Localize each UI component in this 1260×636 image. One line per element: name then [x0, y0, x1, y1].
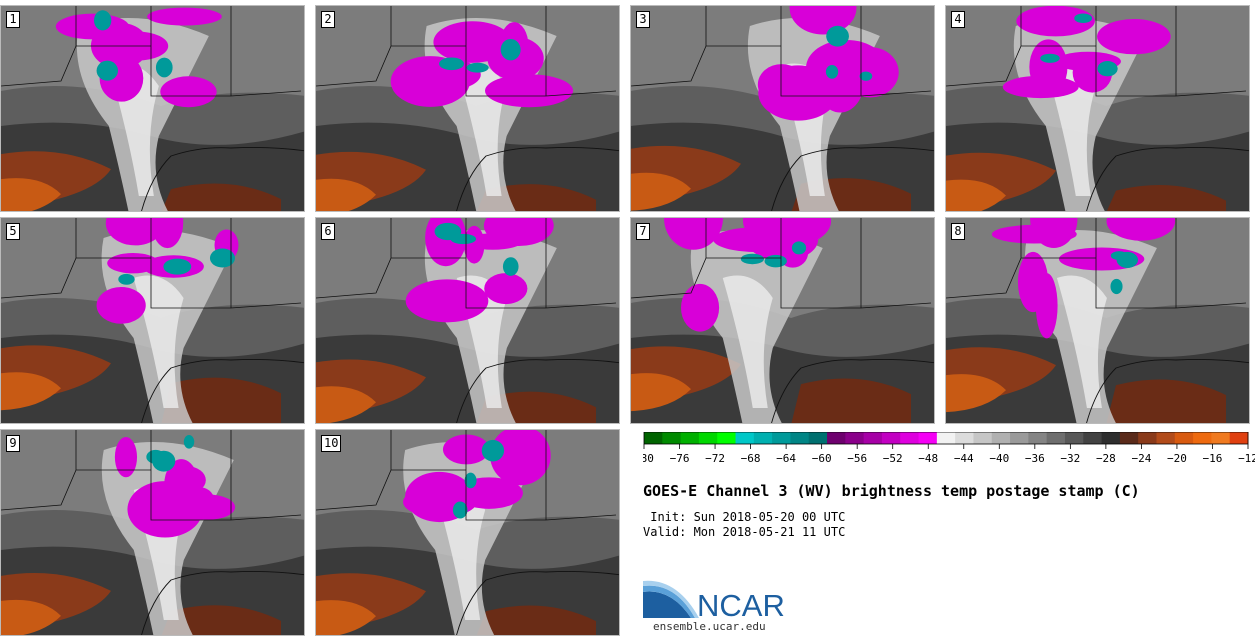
wv-imagery	[1, 218, 304, 423]
colorbar-segment	[955, 432, 974, 444]
colorbar-segment	[827, 432, 846, 444]
panel-number: 8	[951, 223, 965, 240]
colorbar-tick-label: −28	[1096, 452, 1116, 465]
colorbar-segment	[900, 432, 920, 444]
colorbar-tick-label: −64	[776, 452, 796, 465]
colorbar-segment	[1010, 432, 1029, 444]
colorbar: −80 −76 −72 −68 −64 −60 −56 −52 −48 −44 −40 −36 −32 −…	[643, 432, 1255, 465]
panel-number: 4	[951, 11, 965, 28]
panel-number: 2	[321, 11, 335, 28]
panel-number: 9	[6, 435, 20, 452]
wv-imagery	[946, 218, 1249, 423]
colorbar-segment	[1046, 432, 1066, 444]
colorbar-segment	[1138, 432, 1157, 444]
colorbar-segment	[936, 432, 956, 444]
colorbar-tick-label: −52	[883, 452, 903, 465]
panel-number: 10	[321, 435, 342, 452]
panel-number: 6	[321, 223, 335, 240]
wv-imagery	[631, 6, 934, 211]
logo-url: ensemble.ucar.edu	[653, 620, 766, 633]
colorbar-tick-label: −80	[643, 452, 654, 465]
panel-number: 5	[6, 223, 20, 240]
colorbar-segment	[790, 432, 810, 444]
colorbar-segment	[772, 432, 791, 444]
colorbar-tick-label: −40	[989, 452, 1009, 465]
stamp-panel-5: 5	[0, 217, 305, 424]
valid-time: Valid: Mon 2018-05-21 11 UTC	[643, 525, 846, 539]
colorbar-segment	[1028, 432, 1048, 444]
colorbar-segment	[918, 432, 938, 444]
colorbar-tick-label: −32	[1060, 452, 1080, 465]
stamp-panel-6: 6	[315, 217, 620, 424]
wv-imagery	[1, 6, 304, 211]
colorbar-segment	[845, 432, 865, 444]
colorbar-tick-label: −16	[1203, 452, 1223, 465]
colorbar-tick-label: −76	[670, 452, 690, 465]
colorbar-segment	[1119, 432, 1139, 444]
stamp-panel-8: 8	[945, 217, 1250, 424]
colorbar-tick-label: −56	[847, 452, 867, 465]
colorbar-segment	[1083, 432, 1103, 444]
colorbar-segment	[753, 432, 773, 444]
init-time: Init: Sun 2018-05-20 00 UTC	[643, 510, 846, 524]
colorbar-segment	[1229, 432, 1249, 444]
colorbar-segment	[1193, 432, 1212, 444]
colorbar-segment	[1156, 432, 1176, 444]
colorbar-segment	[662, 432, 682, 444]
colorbar-segment	[991, 432, 1011, 444]
colorbar-segment	[644, 432, 663, 444]
stamp-panel-4: 4	[945, 5, 1250, 212]
colorbar-tick-label: −68	[741, 452, 761, 465]
colorbar-tick-label: −20	[1167, 452, 1187, 465]
ncar-logo: NCAR	[643, 580, 785, 620]
colorbar-segment	[1064, 432, 1084, 444]
stamp-panel-2: 2	[315, 5, 620, 212]
wv-imagery	[316, 430, 619, 635]
panel-number: 1	[6, 11, 20, 28]
colorbar-segment	[1101, 432, 1121, 444]
stamp-panel-9: 9	[0, 429, 305, 636]
colorbar-tick-label: −60	[812, 452, 832, 465]
logo-wordmark: NCAR	[697, 588, 785, 620]
stamp-panel-1: 1	[0, 5, 305, 212]
figure-title: GOES-E Channel 3 (WV) brightness temp po…	[643, 482, 1140, 500]
colorbar-segment	[680, 432, 700, 444]
wv-imagery	[316, 218, 619, 423]
colorbar-segment	[973, 432, 993, 444]
colorbar-tick-label: −12	[1238, 452, 1255, 465]
panel-number: 3	[636, 11, 650, 28]
colorbar-segment	[1211, 432, 1231, 444]
colorbar-tick-label: −48	[918, 452, 938, 465]
colorbar-tick-label: −24	[1131, 452, 1151, 465]
colorbar-segment	[808, 432, 828, 444]
colorbar-segment	[1174, 432, 1194, 444]
wv-imagery	[316, 6, 619, 211]
wv-imagery	[1, 430, 304, 635]
stamp-panel-3: 3	[630, 5, 935, 212]
colorbar-segment	[698, 432, 718, 444]
colorbar-segment	[863, 432, 883, 444]
colorbar-segment	[735, 432, 755, 444]
colorbar-tick-label: −44	[954, 452, 974, 465]
colorbar-tick-label: −36	[1025, 452, 1045, 465]
colorbar-tick-label: −72	[705, 452, 725, 465]
wv-imagery	[946, 6, 1249, 211]
stamp-panel-10: 10	[315, 429, 620, 636]
wv-imagery	[631, 218, 934, 423]
panel-number: 7	[636, 223, 650, 240]
colorbar-segment	[881, 432, 901, 444]
stamp-panel-7: 7	[630, 217, 935, 424]
colorbar-segment	[717, 432, 737, 444]
